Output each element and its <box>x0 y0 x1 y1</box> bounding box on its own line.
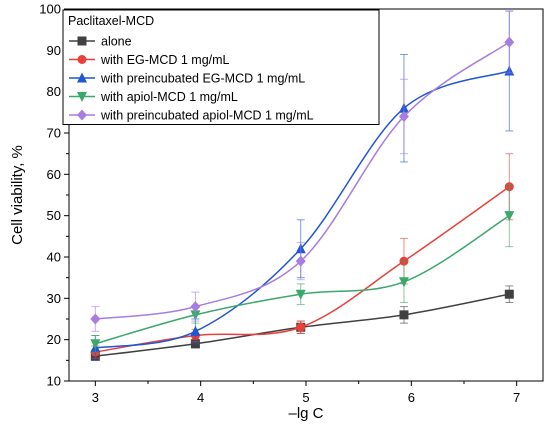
series-layer <box>90 10 515 361</box>
series-4 <box>90 184 515 353</box>
legend-item: with preincubated apiol-MCD 1 mg/mL <box>69 109 314 123</box>
y-tick-label: 20 <box>47 332 61 347</box>
series-5 <box>90 10 515 332</box>
data-point <box>190 301 201 313</box>
legend-label: alone <box>101 35 132 49</box>
legend-item: with apiol-MCD 1 mg/mL <box>69 90 238 104</box>
x-axis-label: –lg C <box>288 405 323 422</box>
x-tick-label: 3 <box>92 390 99 405</box>
data-point <box>295 289 306 300</box>
data-point <box>77 72 87 83</box>
data-point <box>77 109 87 121</box>
legend-label: with EG-MCD 1 mg/mL <box>100 53 230 67</box>
y-axis-label: Cell viability, % <box>9 145 26 245</box>
y-tick-label: 30 <box>47 291 61 306</box>
data-point <box>90 313 101 325</box>
data-point <box>398 277 409 288</box>
y-tick-label: 10 <box>47 374 61 389</box>
x-tick-label: 5 <box>302 390 309 405</box>
legend-item: with preincubated EG-MCD 1 mg/mL <box>69 72 305 86</box>
axes-layer: 10 20 30 40 50 60 70 80 90 100 3 4 5 6 7 <box>39 2 544 405</box>
legend-item: alone <box>69 35 132 49</box>
data-point <box>90 339 101 350</box>
legend-label: with preincubated EG-MCD 1 mg/mL <box>100 72 305 86</box>
data-point <box>399 310 409 320</box>
data-point <box>77 55 87 64</box>
legend-title: Paclitaxel-MCD <box>68 14 154 28</box>
x-tick-label: 6 <box>408 390 415 405</box>
data-point <box>504 36 515 48</box>
data-point <box>77 36 87 46</box>
legend-item: with EG-MCD 1 mg/mL <box>69 53 230 67</box>
legend-label: with apiol-MCD 1 mg/mL <box>100 90 238 104</box>
x-tick-label: 7 <box>513 390 520 405</box>
y-tick-label: 80 <box>47 84 61 99</box>
data-point <box>77 92 87 102</box>
y-tick-label: 40 <box>47 250 61 265</box>
y-tick-label: 70 <box>47 126 61 141</box>
legend-label: with preincubated apiol-MCD 1 mg/mL <box>100 109 314 123</box>
legend-box <box>62 9 380 125</box>
data-point <box>190 325 201 336</box>
y-tick-label: 60 <box>47 167 61 182</box>
y-tick-label: 50 <box>47 208 61 223</box>
y-tick-label: 100 <box>39 2 61 17</box>
data-point <box>504 289 514 299</box>
y-tick-label: 90 <box>47 43 61 58</box>
data-point <box>295 255 306 267</box>
series-line <box>95 41 510 320</box>
data-point <box>504 211 515 222</box>
x-tick-label: 4 <box>197 390 204 405</box>
data-point <box>296 322 306 332</box>
legend: Paclitaxel-MCD alone with EG-MCD 1 mg/mL w… <box>62 9 380 125</box>
data-point <box>398 110 409 122</box>
